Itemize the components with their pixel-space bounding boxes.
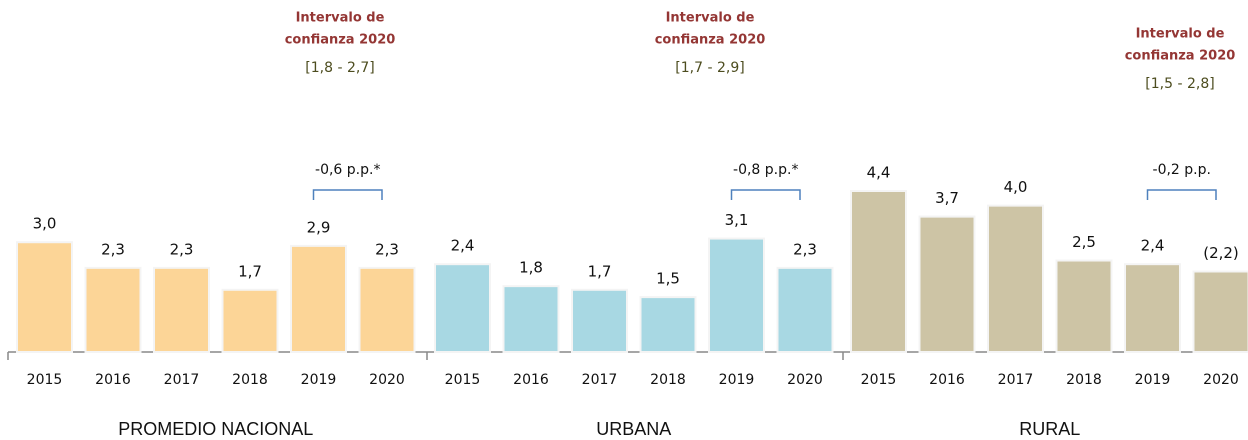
value-label: 2,3 — [793, 240, 817, 258]
x-tick-label: 2018 — [650, 372, 686, 388]
bar — [708, 237, 765, 353]
bar — [1192, 270, 1248, 353]
bar — [918, 215, 976, 353]
value-label: 2,4 — [1141, 237, 1165, 255]
group-label: PROMEDIO NACIONAL — [118, 419, 313, 439]
ci-label: Intervalo de — [1136, 27, 1225, 42]
x-tick-label: 2019 — [1135, 372, 1171, 388]
x-tick-label: 2017 — [164, 372, 200, 388]
value-label: 1,7 — [588, 262, 612, 280]
bar — [571, 288, 628, 353]
value-label: 2,3 — [101, 240, 125, 258]
ci-label: confianza 2020 — [655, 33, 766, 48]
value-label: 2,3 — [375, 240, 399, 258]
value-label: 4,4 — [867, 164, 891, 182]
x-tick-label: 2016 — [95, 372, 131, 388]
value-label: 1,8 — [519, 259, 543, 277]
value-label: 2,4 — [451, 237, 475, 255]
value-label: 1,7 — [238, 262, 262, 280]
value-label: 3,1 — [725, 211, 749, 229]
group-label: URBANA — [596, 419, 671, 439]
difference-label: -0,2 p.p. — [1153, 162, 1211, 178]
ci-interval: [1,5 - 2,8] — [1145, 76, 1214, 92]
bar — [434, 263, 491, 354]
value-label: 2,3 — [170, 240, 194, 258]
bar — [776, 266, 834, 353]
ci-interval: [1,7 - 2,9] — [675, 60, 744, 76]
ci-interval: [1,8 - 2,7] — [305, 60, 374, 76]
x-tick-label: 2016 — [929, 372, 965, 388]
x-tick-label: 2019 — [719, 372, 755, 388]
bar — [850, 190, 907, 353]
bar — [290, 244, 347, 354]
bar — [153, 266, 210, 353]
difference-label: -0,6 p.p.* — [315, 162, 380, 178]
bracket — [730, 189, 801, 200]
value-label: 1,5 — [656, 270, 680, 288]
bar — [358, 266, 416, 353]
bracket — [1146, 189, 1217, 200]
bar — [84, 266, 142, 353]
bar — [987, 204, 1044, 353]
value-label: 4,0 — [1004, 178, 1028, 196]
x-tick-label: 2020 — [787, 372, 823, 388]
x-tick-label: 2018 — [232, 372, 268, 388]
x-tick-label: 2018 — [1066, 372, 1102, 388]
value-label: 3,0 — [33, 215, 57, 233]
ci-label: confianza 2020 — [1125, 49, 1236, 64]
x-tick-label: 2016 — [513, 372, 549, 388]
x-tick-label: 2020 — [1203, 372, 1239, 388]
x-tick-label: 2015 — [861, 372, 897, 388]
value-label: 2,5 — [1072, 233, 1096, 251]
bracket — [312, 189, 383, 200]
ci-label: confianza 2020 — [285, 33, 396, 48]
ci-label: Intervalo de — [666, 11, 755, 26]
bar — [1055, 259, 1113, 354]
group-label: RURAL — [1019, 419, 1080, 439]
bar — [1124, 263, 1181, 354]
value-label: (2,2) — [1203, 244, 1239, 262]
x-tick-label: 2019 — [301, 372, 337, 388]
x-tick-label: 2015 — [27, 372, 63, 388]
value-label: 3,7 — [935, 189, 959, 207]
bar — [221, 288, 279, 353]
difference-label: -0,8 p.p.* — [733, 162, 798, 178]
x-tick-label: 2017 — [582, 372, 618, 388]
x-tick-label: 2015 — [445, 372, 481, 388]
ci-label: Intervalo de — [296, 11, 385, 26]
x-tick-label: 2017 — [998, 372, 1034, 388]
bar — [502, 285, 560, 353]
bar — [16, 241, 73, 354]
bar — [639, 296, 697, 354]
x-tick-label: 2020 — [369, 372, 405, 388]
value-label: 2,9 — [307, 218, 331, 236]
